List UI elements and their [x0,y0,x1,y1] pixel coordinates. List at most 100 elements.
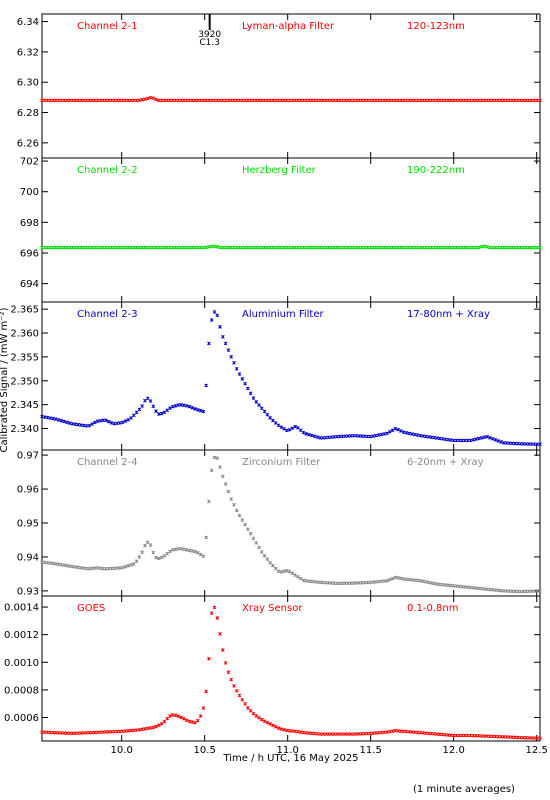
data-point [421,98,425,103]
data-point [451,584,456,588]
data-point [396,245,400,250]
data-point [59,731,64,735]
data-point [432,245,437,250]
data-point [237,693,242,698]
data-point [145,96,150,101]
data-point [321,245,325,250]
data-point [248,245,253,250]
data-point [51,730,55,735]
data-point [496,98,501,103]
data-point [518,735,523,740]
data-point [234,688,239,693]
data-point [187,548,192,553]
data-point [304,579,309,583]
data-point [254,400,259,404]
data-point [457,733,462,738]
data-point [529,98,534,103]
data-point [449,245,453,250]
data-point [45,730,50,735]
data-point [262,98,267,103]
data-point [251,396,256,400]
data-point [120,729,125,734]
data-point [513,735,517,740]
data-point [87,566,92,571]
data-point [187,719,192,724]
data-point [190,245,195,250]
data-point [312,245,317,250]
data-point [457,584,462,589]
data-point [240,518,245,522]
data-point [226,489,231,494]
data-point [374,98,378,103]
data-point [182,98,186,103]
data-point [115,421,119,426]
data-point [106,730,111,734]
data-point [87,245,92,250]
data-point [243,381,247,386]
data-point [418,578,423,583]
data-point [365,98,370,103]
data-point [212,98,217,103]
data-point [296,98,300,103]
data-point [463,98,467,103]
data-point [112,421,117,426]
data-point [482,98,487,103]
data-point [499,98,503,103]
data-point [145,540,150,545]
data-point [126,728,131,733]
data-point [140,550,144,555]
data-point [148,95,153,100]
data-point [485,587,489,592]
data-point [421,245,425,250]
data-point [268,98,272,103]
panel-3: 2.340 2.345 2.350 2.355 2.360 2.365 Channel 2-… [10,301,542,451]
data-point [93,98,97,103]
data-point [201,554,206,558]
data-point [56,418,61,422]
data-point [40,730,44,734]
data-point [429,581,434,585]
data-point [101,98,106,103]
data-point [237,98,242,103]
data-point [98,98,103,103]
data-point [98,418,103,423]
data-point [488,435,492,440]
data-point [120,420,125,425]
data-point [524,442,528,446]
data-point [527,442,531,446]
data-point [351,98,356,103]
data-point [126,417,131,422]
data-point [457,98,462,103]
data-point [265,720,270,725]
data-point [454,438,459,443]
data-point [207,245,211,249]
data-point [474,245,478,250]
data-point [490,245,495,250]
data-point [79,731,83,735]
data-point [190,98,195,103]
x-tick-label: 10.5 [194,745,216,756]
data-point [118,421,122,425]
y-tick-label: 0.97 [17,451,39,462]
data-point [151,725,156,730]
data-point [215,456,220,460]
x-tick-label: 12.5 [526,745,548,756]
data-point [401,98,406,103]
data-point [106,98,111,103]
y-tick-label: 0.94 [17,552,39,563]
data-point [51,416,55,421]
data-point [262,409,267,414]
data-point [474,586,478,590]
data-point [404,431,409,435]
data-point [62,731,67,735]
data-point [101,730,106,734]
data-point [143,97,147,102]
data-point [129,728,133,733]
data-point [65,731,69,736]
data-point [162,554,167,558]
data-point [42,98,47,103]
data-point [131,562,136,566]
data-point [187,245,192,250]
data-point [521,245,526,250]
data-point [68,98,72,103]
